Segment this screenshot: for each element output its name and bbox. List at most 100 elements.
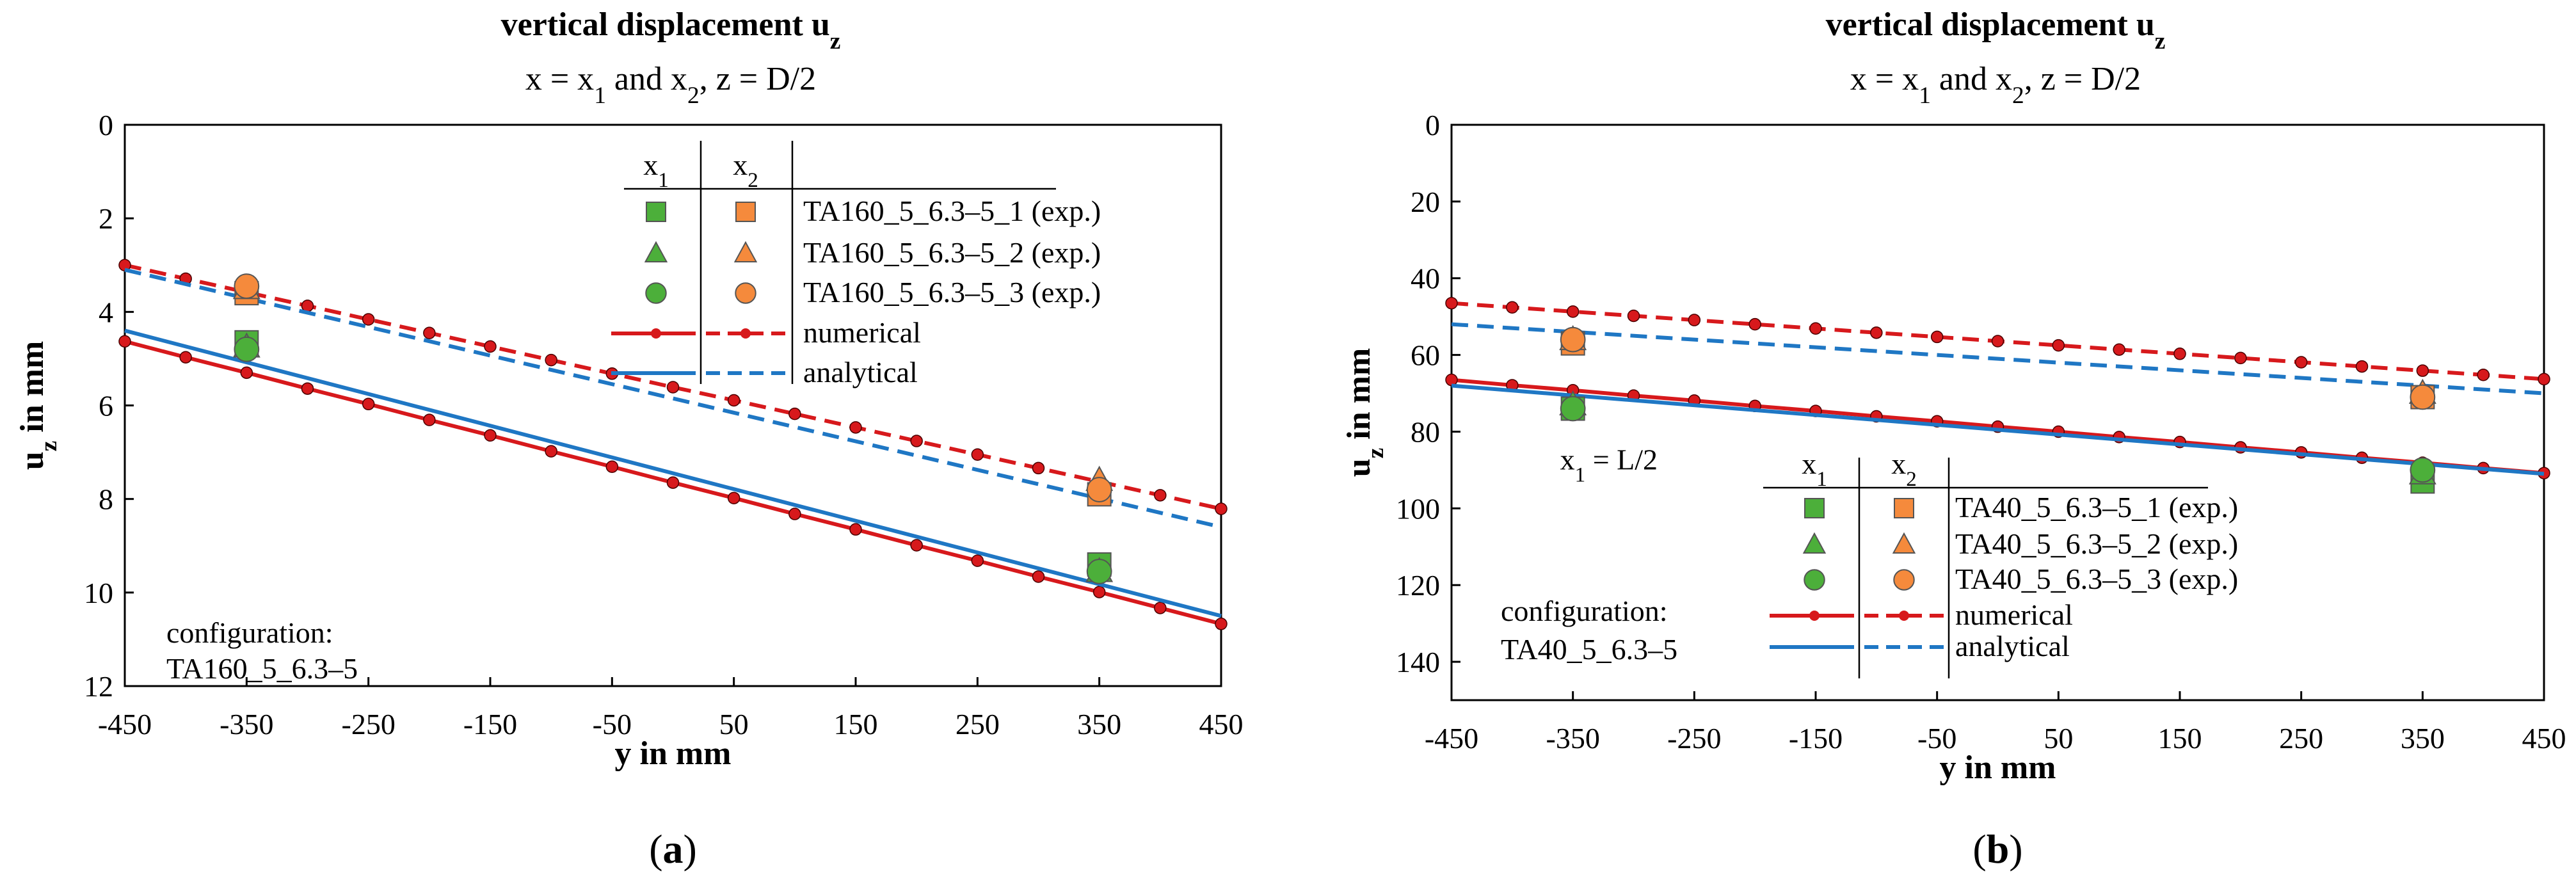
x-tick-label: -450 [1425,722,1478,755]
exp-marker-circle [234,273,260,300]
subscript: 1 [1919,83,1931,109]
legend-swatch-dot [740,328,751,339]
x-axis-label: y in mm [1940,749,2056,786]
y-tick-label: 0 [99,109,113,141]
data-point [1215,502,1228,515]
text-part: and x [1931,61,2012,97]
x-tick-label: 350 [2401,722,2445,755]
data-point [1748,317,1761,331]
x-tick-label: 150 [834,708,878,740]
data-point [1688,314,1701,326]
x-tick-label: 50 [2044,722,2073,755]
y-tick-label: 4 [99,296,113,328]
legend-marker-circle [735,282,756,304]
data-point [788,508,801,520]
legend-swatch-dot [1809,611,1820,621]
x-axis-label: y in mm [615,735,732,772]
exp-marker-circle [234,336,260,362]
data-point [118,335,131,348]
x-tick-label: 150 [2158,722,2202,755]
legend-entry: TA160_5_6.3–5_2 (exp.) [803,236,1101,269]
series-line-analytical-x1 [124,328,1222,618]
x-tick-label: -450 [98,708,152,740]
text-part: x [1891,447,1906,480]
text-part: x [643,148,658,181]
data-point [545,353,557,367]
data-point [727,492,740,504]
subscript: z [830,28,841,54]
x-tick-label: -50 [593,708,632,740]
data-point [423,326,436,339]
data-point [1566,305,1580,318]
data-point [2416,364,2429,377]
panel-label-prefix: ( [1972,826,1986,872]
legend-marker-square [735,202,756,222]
legend-col-x1: x1 [643,148,669,192]
exp-marker-circle [2410,384,2436,410]
x-tick-label: 350 [1077,708,1121,740]
text-part: x = x [525,61,594,97]
data-point [1092,586,1106,598]
data-point [1809,322,1822,335]
legend-entry: numerical [803,316,921,349]
data-point [301,382,314,395]
data-point [362,313,375,326]
data-point [2477,369,2490,381]
data-point [362,397,375,411]
legend-entry: analytical [1955,630,2070,662]
y-axis-label: uz in mm [1341,348,1389,477]
subscript: 2 [687,83,700,109]
legend-col-x2: x2 [1891,447,1917,491]
data-point [484,429,497,442]
data-point [1032,570,1045,583]
legend-entry: TA160_5_6.3–5_1 (exp.) [803,195,1101,227]
text-part: = L/2 [1585,444,1658,476]
legend-marker-square [1804,498,1825,518]
exp-marker-circle [1560,396,1586,422]
data-point [1445,296,1458,310]
legend-swatch-dot [651,328,661,339]
chart-panel-a: vertical displacement uzx = x1 and x2, z… [14,6,1244,872]
data-point [1870,326,1883,339]
data-point [2234,351,2247,365]
text-part: in mm [1341,348,1377,448]
text-part: vertical displacement u [1826,6,2155,43]
y-tick-label: 120 [1396,569,1440,602]
legend-entry: TA160_5_6.3–5_3 (exp.) [803,276,1101,308]
legend-marker-triangle [644,241,668,262]
text-part: vertical displacement u [501,6,830,43]
text-part: , z = D/2 [2024,61,2141,97]
panel-label-suffix: ) [2009,826,2022,872]
x-tick-label: 450 [2522,722,2566,755]
series-line-analytical-x2 [1451,322,2545,396]
subscript: z [1363,448,1389,459]
data-point [2355,360,2369,373]
data-point [1154,489,1167,502]
legend-marker-circle [1893,569,1915,591]
y-axis-label: uz in mm [14,341,62,470]
data-point [423,413,436,426]
text-part: in mm [14,341,51,441]
subscript: 2 [748,168,758,192]
x-tick-label: -50 [1917,722,1956,755]
legend-col-x2: x2 [733,148,758,192]
text-part: u [1341,458,1377,477]
chart-subtitle: x = x1 and x2, z = D/2 [525,61,816,109]
data-point [788,407,801,420]
configuration-note: TA40_5_6.3–5 [1501,633,1677,666]
plot-frame [1450,124,2545,701]
text-part: and x [606,61,687,97]
data-point [1032,461,1045,475]
x-tick-label: 50 [719,708,749,740]
data-point [1627,309,1640,323]
y-tick-label: 80 [1411,415,1440,448]
legend-marker-circle [1804,569,1825,591]
data-point [727,394,740,407]
data-point [910,539,923,552]
data-point [849,523,862,536]
data-point [484,340,497,353]
panel-label-suffix: ) [684,826,697,872]
text-part: x = x [1850,61,1919,97]
subscript: z [36,441,62,452]
